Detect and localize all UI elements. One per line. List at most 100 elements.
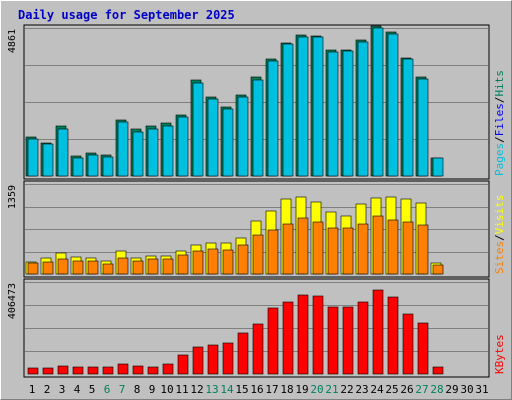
- bar-middle-sites-day-10: [162, 258, 174, 275]
- x-tick-day-25: 25: [385, 383, 398, 396]
- x-tick-day-11: 11: [175, 383, 188, 396]
- bar-top-pages-day-21: [327, 51, 339, 177]
- bar-top-pages-day-8: [132, 131, 144, 177]
- bar-bottom-kbytes-day-14: [222, 342, 234, 375]
- legend-item-hits: Hits: [493, 70, 506, 97]
- bar-top-pages-day-15: [237, 96, 249, 177]
- bar-middle-sites-day-1: [27, 262, 39, 275]
- bar-top-pages-day-23: [357, 41, 369, 177]
- bar-middle-sites-day-21: [327, 227, 339, 275]
- x-tick-day-17: 17: [265, 383, 278, 396]
- bar-bottom-kbytes-day-18: [282, 301, 294, 375]
- bar-top-pages-day-16: [252, 79, 264, 177]
- bar-top-pages-day-20: [312, 36, 324, 177]
- x-tick-day-10: 10: [160, 383, 173, 396]
- legend-item-sites: Sites: [493, 241, 506, 274]
- bar-middle-sites-day-17: [267, 229, 279, 275]
- bar-top-pages-day-4: [72, 157, 84, 177]
- bar-middle-sites-day-4: [72, 260, 84, 275]
- bar-top-pages-day-25: [387, 33, 399, 177]
- x-tick-day-8: 8: [134, 383, 141, 396]
- bar-bottom-kbytes-day-17: [267, 307, 279, 375]
- bar-middle-sites-day-11: [177, 254, 189, 275]
- bar-bottom-kbytes-day-2: [42, 367, 54, 375]
- x-tick-day-9: 9: [149, 383, 156, 396]
- bar-bottom-kbytes-day-15: [237, 332, 249, 375]
- bar-bottom-kbytes-day-5: [87, 366, 99, 375]
- x-tick-day-22: 22: [340, 383, 353, 396]
- bar-top-pages-day-11: [177, 116, 189, 177]
- ymax-label-middle: 1359: [7, 185, 18, 209]
- ymax-label-top: 4861: [7, 29, 18, 53]
- bar-top-pages-day-26: [402, 58, 414, 177]
- bar-middle-sites-day-23: [357, 223, 369, 275]
- x-tick-day-12: 12: [190, 383, 203, 396]
- bar-bottom-kbytes-day-23: [357, 301, 369, 375]
- bar-middle-sites-day-14: [222, 249, 234, 275]
- bar-bottom-kbytes-day-13: [207, 344, 219, 375]
- x-tick-day-27: 27: [415, 383, 428, 396]
- bar-middle-sites-day-25: [387, 219, 399, 275]
- bar-middle-sites-day-7: [117, 257, 129, 275]
- bar-top-pages-day-1: [27, 138, 39, 177]
- x-tick-day-1: 1: [29, 383, 36, 396]
- x-tick-day-31: 31: [475, 383, 488, 396]
- x-tick-day-20: 20: [310, 383, 323, 396]
- bar-top-pages-day-18: [282, 43, 294, 177]
- bar-middle-sites-day-6: [102, 263, 114, 275]
- bar-top-pages-day-12: [192, 82, 204, 177]
- bar-middle-sites-day-27: [417, 224, 429, 275]
- bar-bottom-kbytes-day-25: [387, 296, 399, 375]
- bar-bottom-kbytes-day-1: [27, 367, 39, 375]
- x-tick-day-7: 7: [119, 383, 126, 396]
- ymax-label-bottom: 406473: [7, 283, 18, 319]
- bar-top-pages-day-2: [42, 143, 54, 177]
- x-tick-day-6: 6: [104, 383, 111, 396]
- bar-top-pages-day-9: [147, 128, 159, 177]
- bar-middle-sites-day-26: [402, 221, 414, 275]
- bar-top-pages-day-13: [207, 98, 219, 177]
- legend-separator: /: [493, 234, 506, 241]
- bar-middle-sites-day-13: [207, 248, 219, 275]
- x-tick-day-29: 29: [445, 383, 458, 396]
- bar-bottom-kbytes-day-9: [147, 366, 159, 375]
- bar-bottom-kbytes-day-22: [342, 306, 354, 375]
- bar-middle-sites-day-9: [147, 258, 159, 275]
- bar-top-pages-day-17: [267, 60, 279, 177]
- x-tick-day-18: 18: [280, 383, 293, 396]
- bar-middle-sites-day-24: [372, 215, 384, 275]
- bar-bottom-kbytes-day-19: [297, 294, 309, 375]
- bar-top-pages-day-3: [57, 128, 69, 177]
- bar-middle-sites-day-18: [282, 223, 294, 275]
- bar-bottom-kbytes-day-6: [102, 366, 114, 375]
- x-tick-day-14: 14: [220, 383, 234, 396]
- bar-bottom-kbytes-day-20: [312, 295, 324, 375]
- x-tick-day-19: 19: [295, 383, 308, 396]
- x-tick-day-26: 26: [400, 383, 413, 396]
- x-tick-day-15: 15: [235, 383, 248, 396]
- chart-title: Daily usage for September 2025: [18, 8, 235, 22]
- bar-middle-sites-day-28: [432, 264, 444, 275]
- bar-middle-sites-day-2: [42, 261, 54, 275]
- bar-middle-sites-day-8: [132, 260, 144, 275]
- legend-item-visits: Visits: [493, 195, 506, 235]
- bar-bottom-kbytes-day-11: [177, 354, 189, 375]
- x-tick-day-4: 4: [74, 383, 81, 396]
- bar-top-pages-day-27: [417, 78, 429, 177]
- legend-item-files: Files: [493, 103, 506, 136]
- bar-middle-sites-day-15: [237, 244, 249, 275]
- bar-bottom-kbytes-day-10: [162, 363, 174, 375]
- bar-top-pages-day-14: [222, 108, 234, 177]
- bar-bottom-kbytes-day-8: [132, 365, 144, 375]
- x-tick-day-30: 30: [460, 383, 473, 396]
- bar-middle-sites-day-5: [87, 260, 99, 275]
- legend-item-pages: Pages: [493, 143, 506, 176]
- x-tick-day-28: 28: [430, 383, 443, 396]
- x-tick-day-23: 23: [355, 383, 368, 396]
- legend-separator: /: [493, 136, 506, 143]
- bar-bottom-kbytes-day-27: [417, 322, 429, 375]
- bar-top-pages-day-24: [372, 27, 384, 177]
- bar-top-pages-day-22: [342, 50, 354, 177]
- x-tick-day-21: 21: [325, 383, 338, 396]
